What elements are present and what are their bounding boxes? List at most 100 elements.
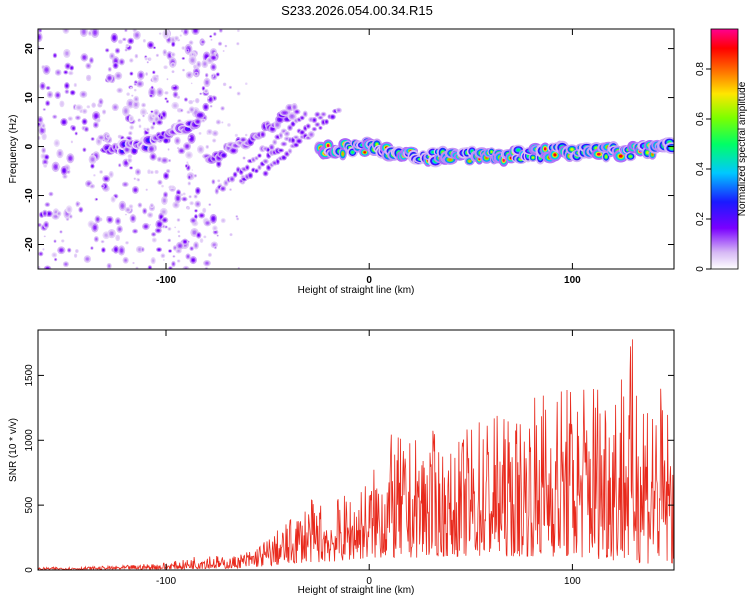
spectrogram-frame	[37, 28, 675, 270]
heatmap-cell	[114, 105, 117, 109]
heatmap-cell	[289, 150, 291, 153]
heatmap-cell	[150, 90, 154, 95]
heatmap-cell	[65, 84, 68, 88]
heatmap-cell	[87, 76, 91, 80]
heatmap-cell	[87, 105, 90, 108]
heatmap-cell	[116, 236, 120, 240]
heatmap-cell	[282, 130, 285, 133]
heatmap-cell	[202, 119, 205, 122]
x-tick-label: -100	[156, 576, 176, 587]
heatmap-cell	[213, 227, 216, 230]
heatmap-cell	[605, 155, 608, 159]
heatmap-cell	[166, 100, 169, 103]
heatmap-cell	[143, 209, 146, 213]
heatmap-cell	[180, 109, 183, 112]
heatmap-cell	[71, 141, 73, 143]
heatmap-cell	[203, 208, 206, 212]
heatmap-cell	[161, 185, 164, 187]
heatmap-cell	[101, 241, 104, 243]
snr-y-label: SNR (10 * v/v)	[8, 418, 19, 482]
heatmap-cell	[242, 168, 246, 171]
heatmap-cell	[173, 255, 175, 257]
heatmap-cell	[204, 236, 206, 238]
heatmap-cell	[255, 170, 258, 172]
heatmap-cell	[192, 53, 194, 56]
heatmap-cell	[285, 152, 288, 156]
heatmap-cell	[43, 212, 46, 215]
heatmap-cell	[183, 193, 186, 195]
x-tick-label: 100	[564, 576, 581, 587]
heatmap-cell	[181, 29, 184, 32]
heatmap-cell	[151, 126, 154, 129]
heatmap-cell	[213, 139, 215, 142]
heatmap-cell	[219, 42, 221, 45]
heatmap-cell	[127, 93, 130, 96]
heatmap-cell	[516, 148, 521, 152]
heatmap-cell	[153, 47, 156, 49]
heatmap-cell	[207, 97, 209, 99]
heatmap-cell	[177, 96, 180, 99]
heatmap-cell	[91, 165, 94, 168]
heatmap-cell	[207, 132, 209, 135]
heatmap-cell	[174, 226, 176, 228]
heatmap-cell	[138, 248, 142, 251]
heatmap-cell	[279, 149, 283, 152]
heatmap-cell	[322, 113, 325, 116]
heatmap-cell	[212, 180, 215, 183]
heatmap-cell	[194, 195, 197, 198]
heatmap-cell	[531, 156, 535, 159]
heatmap-cell	[182, 69, 185, 71]
heatmap-cell	[249, 174, 252, 177]
heatmap-cell	[153, 71, 155, 73]
heatmap-cell	[245, 82, 248, 85]
heatmap-cell	[294, 136, 298, 139]
heatmap-cell	[66, 90, 68, 93]
heatmap-cell	[197, 233, 200, 237]
heatmap-cell	[116, 219, 120, 223]
heatmap-cell	[134, 102, 138, 107]
heatmap-cell	[141, 248, 144, 251]
heatmap-cell	[177, 191, 180, 194]
heatmap-cell	[195, 210, 197, 212]
heatmap-cell	[39, 118, 42, 122]
heatmap-cell	[39, 29, 41, 32]
heatmap-cell	[60, 102, 64, 106]
heatmap-cell	[210, 35, 212, 37]
heatmap-cell	[45, 156, 48, 159]
x-tick-label: 0	[366, 576, 372, 587]
heatmap-cell	[293, 105, 296, 109]
y-tick-label: 0	[24, 143, 35, 149]
heatmap-cell	[184, 30, 187, 34]
heatmap-cell	[69, 72, 72, 74]
heatmap-cell	[181, 193, 183, 196]
heatmap-cell	[199, 147, 202, 151]
heatmap-cell	[82, 93, 85, 96]
heatmap-cell	[187, 207, 190, 210]
heatmap-cell	[149, 214, 152, 217]
heatmap-cell	[87, 64, 90, 68]
heatmap-cell	[646, 151, 650, 155]
heatmap-cell	[124, 183, 127, 186]
heatmap-cell	[195, 99, 199, 103]
heatmap-cell	[198, 113, 202, 117]
heatmap-cell	[196, 202, 199, 206]
heatmap-cell	[157, 229, 160, 232]
heatmap-cell	[246, 166, 249, 169]
heatmap-cell	[294, 144, 298, 146]
heatmap-cell	[230, 189, 232, 191]
heatmap-cell	[112, 36, 116, 40]
heatmap-cell	[91, 157, 95, 162]
heatmap-cell	[176, 139, 179, 143]
heatmap-cell	[82, 30, 86, 34]
heatmap-cell	[502, 158, 505, 162]
colorbar-tick-label: 0.2	[695, 212, 706, 226]
heatmap-cell	[54, 164, 58, 169]
heatmap-cell	[249, 160, 252, 162]
heatmap-cell	[152, 259, 155, 262]
heatmap-cell	[158, 90, 162, 94]
heatmap-cell	[144, 225, 148, 228]
heatmap-cell	[114, 59, 118, 63]
heatmap-cell	[227, 123, 230, 126]
heatmap-cell	[183, 240, 187, 243]
heatmap-cell	[258, 166, 261, 169]
